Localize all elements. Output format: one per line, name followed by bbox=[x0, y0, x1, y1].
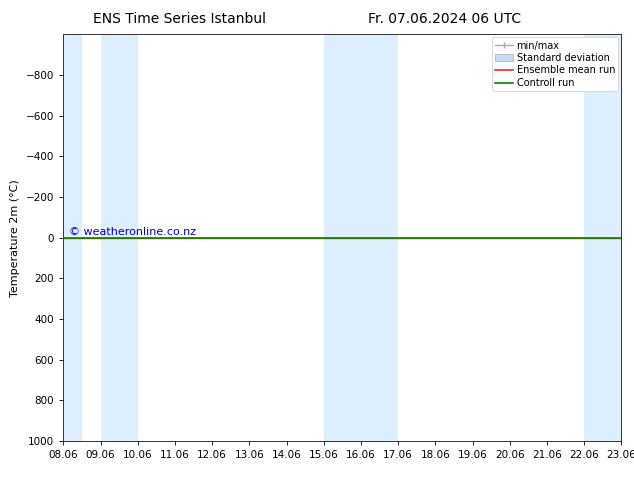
Text: ENS Time Series Istanbul: ENS Time Series Istanbul bbox=[93, 12, 266, 26]
Bar bbox=[63, 34, 82, 441]
Bar bbox=[584, 34, 621, 441]
Bar bbox=[101, 34, 138, 441]
Text: Fr. 07.06.2024 06 UTC: Fr. 07.06.2024 06 UTC bbox=[368, 12, 521, 26]
Bar bbox=[324, 34, 398, 441]
Legend: min/max, Standard deviation, Ensemble mean run, Controll run: min/max, Standard deviation, Ensemble me… bbox=[492, 37, 618, 91]
Text: © weatheronline.co.nz: © weatheronline.co.nz bbox=[69, 227, 196, 237]
Y-axis label: Temperature 2m (°C): Temperature 2m (°C) bbox=[10, 179, 20, 296]
